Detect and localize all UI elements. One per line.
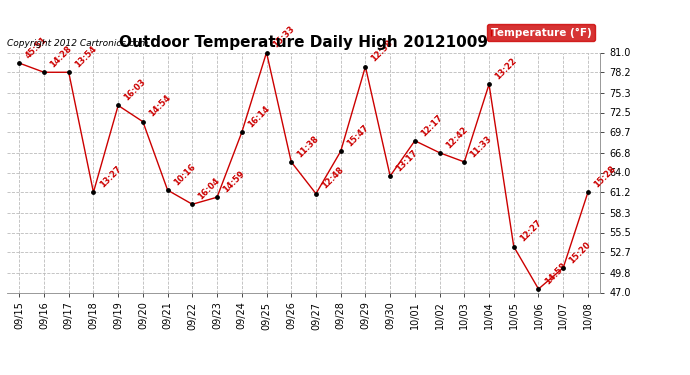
Point [310, 190, 322, 196]
Text: 16:03: 16:03 [122, 78, 148, 103]
Point [236, 129, 247, 135]
Text: 13:17: 13:17 [394, 148, 420, 173]
Point [112, 102, 124, 108]
Legend: Temperature (°F): Temperature (°F) [487, 24, 595, 42]
Point [558, 265, 569, 271]
Point [187, 201, 198, 207]
Text: 11:33: 11:33 [469, 134, 493, 159]
Point [335, 148, 346, 154]
Point [137, 118, 148, 124]
Text: Copyright 2012 Cartronics.com: Copyright 2012 Cartronics.com [7, 39, 148, 48]
Text: 10:16: 10:16 [172, 162, 197, 188]
Text: 15:28: 15:28 [592, 164, 618, 189]
Point [459, 159, 470, 165]
Text: 14:28: 14:28 [48, 44, 73, 69]
Point [39, 69, 50, 75]
Point [533, 286, 544, 292]
Text: 12:17: 12:17 [419, 112, 444, 138]
Point [212, 194, 223, 200]
Text: 11:38: 11:38 [295, 134, 321, 159]
Point [384, 173, 395, 179]
Point [360, 64, 371, 70]
Point [261, 50, 272, 55]
Text: 14:59: 14:59 [221, 169, 246, 194]
Text: 45:51: 45:51 [23, 35, 49, 60]
Text: 13:22: 13:22 [493, 56, 518, 81]
Point [14, 60, 25, 66]
Text: 13:54: 13:54 [73, 44, 98, 69]
Text: 12:48: 12:48 [320, 166, 346, 191]
Point [88, 189, 99, 195]
Point [582, 189, 593, 195]
Point [162, 187, 173, 193]
Text: 12:42: 12:42 [444, 124, 469, 150]
Text: 14:54: 14:54 [147, 93, 172, 119]
Text: 15:33: 15:33 [270, 24, 296, 50]
Title: Outdoor Temperature Daily High 20121009: Outdoor Temperature Daily High 20121009 [119, 35, 488, 50]
Text: 15:47: 15:47 [345, 123, 370, 148]
Text: 12:27: 12:27 [518, 219, 543, 244]
Point [286, 159, 297, 165]
Point [63, 69, 75, 75]
Text: 12:38: 12:38 [370, 39, 395, 64]
Point [509, 244, 520, 250]
Text: 13:27: 13:27 [97, 164, 123, 189]
Point [409, 138, 420, 144]
Text: 15:20: 15:20 [567, 240, 593, 265]
Point [484, 81, 495, 87]
Text: 14:58: 14:58 [542, 261, 568, 286]
Point [434, 150, 445, 156]
Text: 16:14: 16:14 [246, 104, 271, 129]
Text: 16:04: 16:04 [197, 176, 221, 201]
